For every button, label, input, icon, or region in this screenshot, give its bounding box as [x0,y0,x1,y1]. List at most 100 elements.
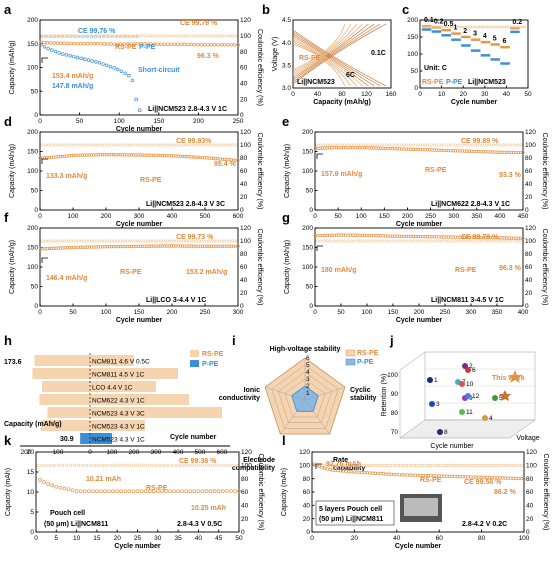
condition-label-d: Li||NCM523 2.8-4.3 V 3C [146,201,225,208]
x-tick-label-right-h: 600 [217,449,228,456]
ce-point-g [457,239,461,243]
ce-point-g [377,239,381,243]
arrow-f [41,257,48,263]
data-point-a [46,46,50,51]
ce-point-f [119,239,123,243]
x-tick-label-e: 250 [425,213,436,220]
ce-point-c [437,25,441,29]
ce-point-e [329,143,333,147]
rate-point-c [468,35,471,39]
cycle-bar-h [90,368,178,379]
data-point-d [69,153,74,158]
ce-point-g [343,239,347,243]
ce-point-a [81,35,85,39]
data-point-k [127,489,132,494]
data-point-d [198,155,202,160]
y2-tick-label-g: 120 [525,225,536,232]
ce-point-g [446,239,450,243]
ce-point-a [195,34,199,38]
data-point-f [200,244,205,248]
ce-point-a [191,34,195,38]
scatter-point-j [465,367,471,373]
ce-point-k [81,463,85,467]
data-point-k [172,489,176,494]
ce-point-l [501,463,506,467]
ce-point-f [79,239,83,243]
y-tick-label-a: 50 [31,88,39,95]
data-point-f [132,244,136,249]
data-point-d [56,155,60,159]
rate-point-c [427,28,430,31]
ce-point-d [53,143,57,147]
ce-point-d [132,143,136,147]
rate-point-c [487,54,491,57]
ce-point-l [378,463,382,467]
ce-point-e [498,143,502,147]
y2-tick-label-d: 40 [240,181,248,188]
data-point-d [203,156,207,160]
ce-point-g [471,239,475,243]
rate-point-c [468,44,471,47]
data-point-k [208,489,213,493]
ce-point-g [419,239,423,243]
cycle-bar-h [90,407,222,418]
data-point-d [183,154,187,159]
data-point-k [200,489,205,494]
data-point-l [458,475,462,479]
data-point-d [180,154,185,159]
data-point-k [38,478,42,482]
y-tick-label-l: 0 [306,529,310,536]
data-point-k [204,489,209,494]
data-point-f [109,245,114,249]
charge-curve-b [292,39,357,87]
data-point-k [135,489,140,494]
x-tick-label-left-h: 0 [88,449,92,456]
rate-point-c [451,32,454,35]
y2-axis-label-k: Coulombic efficiency (%) [257,454,264,531]
rate-point-c [486,40,489,44]
y-tick-label-a: 200 [27,17,38,24]
ce-point-k [202,463,207,467]
x-tick-label-l: 80 [478,535,486,542]
x-tick-label-a: 100 [114,118,125,125]
data-point-g [521,236,525,241]
ce-point-g [398,239,402,243]
x-tick-label-d: 300 [134,213,145,220]
data-point-l [413,473,417,477]
legend-swatch-rspe-h [190,350,199,357]
y-tick-label-k: 10 [27,489,35,496]
data-point-f [203,244,207,248]
y2-tick-label-a: 120 [240,17,251,24]
ce-point-f [181,239,185,243]
charge-curve-b [292,33,375,87]
data-point-d [114,153,118,157]
data-point-a [105,63,109,68]
rate-tag-c: 4 [483,33,487,40]
ce-point-e [339,143,343,147]
ce-point-g [384,239,388,243]
y-tick-label-b: 4.0 [282,40,291,47]
x-tick-label-e: 300 [448,213,459,220]
x-tick-label-e: 0 [313,213,317,220]
data-point-a [105,42,110,46]
x-tick-label-g: 300 [466,309,477,316]
ce-point-k [206,463,211,467]
ce-point-g [439,239,443,243]
ce-point-k [72,463,77,467]
data-point-f [129,244,134,249]
ce-point-g [315,239,319,243]
data-point-a [65,41,70,46]
x-tick-label-d: 0 [38,213,42,220]
ce-point-d [99,143,103,147]
ce-point-e [353,143,357,147]
ce-point-k [137,463,142,467]
data-point-f [223,244,227,248]
capacity-bar-ppe-h [80,433,90,444]
ce-point-c [520,25,524,29]
ce-point-c [518,25,522,29]
ce-point-g [460,239,464,243]
data-point-d [214,156,218,161]
ce-point-f [188,239,192,243]
legend-ppe-h: P-PE [202,361,219,368]
data-point-k [164,489,168,494]
